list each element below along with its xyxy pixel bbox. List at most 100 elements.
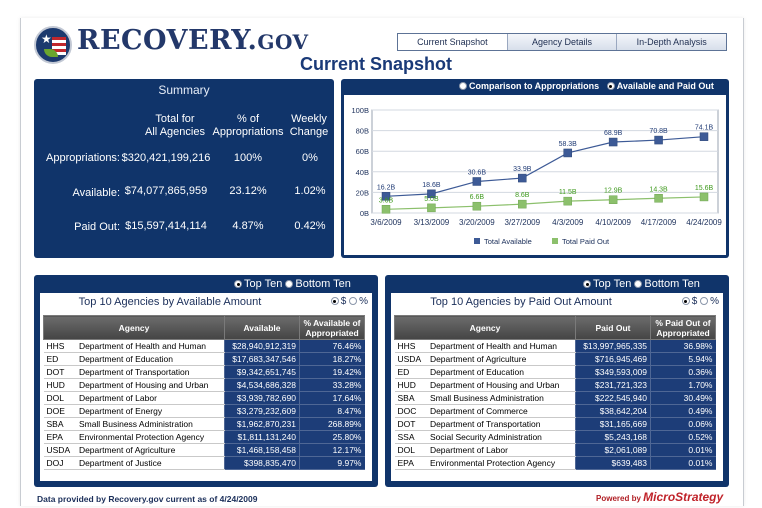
pct-cell: 17.64% [299,391,365,405]
table-row[interactable]: EPA Environmental Protection Agency $639,4… [394,456,716,470]
table-row[interactable]: ED Department of Education $17,683,347,546… [43,352,365,366]
option-available-paid-out[interactable]: Available and Paid Out [606,81,714,91]
tab-in-depth-analysis[interactable]: In-Depth Analysis [617,34,727,50]
tab-agency-details[interactable]: Agency Details [507,34,618,50]
table-row[interactable]: DOT Department of Transportation $31,165,6… [394,417,716,431]
table-row[interactable]: DOC Department of Commerce $38,642,204 0.49… [394,404,716,418]
table-row[interactable]: DOL Department of Labor $3,939,782,690 17.6… [43,391,365,405]
table-row[interactable]: ED Department of Education $349,593,009 0.3… [394,365,716,379]
summary-appropriations-pct: 100% [233,152,263,164]
table-row[interactable]: EPA Environmental Protection Agency $1,811… [43,430,365,444]
data-point [608,137,618,147]
table-row[interactable]: USDA Department of Agriculture $1,468,158,… [43,443,365,457]
agency-name: Department of Energy [75,404,225,418]
amount-cell: $639,483 [575,456,651,470]
paid-bottom-ten[interactable]: Bottom Ten [634,278,700,290]
agency-code: DOL [43,391,76,405]
summary-label-paid-out: Paid Out: [74,221,120,233]
table-row[interactable]: USDA Department of Agriculture $716,945,46… [394,352,716,366]
seal-icon: ★ [34,26,72,64]
paid-out-panel: Top Ten Bottom Ten Top 10 Agencies by Pa… [385,275,729,487]
agency-name: Department of Commerce [426,404,576,418]
paid-unit-dollar[interactable]: $ [681,296,697,307]
tab-current-snapshot[interactable]: Current Snapshot [398,34,508,50]
data-label: 14.3B [649,186,668,193]
paid-top-ten[interactable]: Top Ten [583,278,631,290]
available-panel: Top Ten Bottom Ten Top 10 Agencies by Av… [34,275,378,487]
table-row[interactable]: HUD Department of Housing and Urban $4,534… [43,378,365,392]
col-header-pct-paid-out[interactable]: % Paid Out of Appropriated [650,315,716,340]
radio-icon [285,280,294,288]
agency-name: Small Business Administration [426,391,576,405]
pct-cell: 30.49% [650,391,716,405]
paid-unit-pct[interactable]: % [700,296,719,307]
paid-out-table-title: Top 10 Agencies by Paid Out Amount [430,296,612,308]
agency-name: Department of Labor [426,443,576,457]
table-row[interactable]: DOE Department of Energy $3,279,232,609 8.4… [43,404,365,418]
available-unit-dollar[interactable]: $ [330,296,346,307]
summary-available-pct: 23.12% [229,185,267,197]
agency-name: Department of Justice [75,456,225,470]
data-label: 33.9B [513,166,532,173]
agency-name: Environmental Protection Agency [426,456,576,470]
summary-paid-out-pct: 4.87% [232,220,264,232]
available-bottom-ten[interactable]: Bottom Ten [285,278,351,290]
amount-cell: $2,061,089 [575,443,651,457]
pct-cell: 5.94% [650,352,716,366]
agency-name: Social Security Administration [426,430,576,444]
table-row[interactable]: DOJ Department of Justice $398,835,470 9.97… [43,456,365,470]
pct-cell: 0.36% [650,365,716,379]
data-label: 68.9B [604,130,623,137]
data-label: 30.6B [468,169,487,176]
col-header-agency[interactable]: Agency [394,315,576,340]
option-comparison[interactable]: Comparison to Appropriations [459,81,599,91]
col-header-available[interactable]: Available [224,315,300,340]
summary-col-weekly: Weekly Change [289,113,329,138]
agency-name: Department of Education [426,365,576,379]
available-top-ten[interactable]: Top Ten [234,278,282,290]
amount-cell: $349,593,009 [575,365,651,379]
agency-name: Department of Agriculture [426,352,576,366]
summary-paid-out-total: $15,597,414,114 [125,220,207,232]
pct-cell: 36.98% [650,339,716,353]
data-point [381,192,391,201]
microstrategy-logo: MicroStrategy [643,490,724,504]
data-point [518,173,527,183]
pct-cell: 0.49% [650,404,716,418]
table-row[interactable]: HHS Department of Health and Human $28,940… [43,339,365,353]
agency-name: Small Business Administration [75,417,225,431]
pct-cell: 12.17% [299,443,365,457]
y-tick-label: 80B [356,127,369,136]
amount-cell: $1,962,870,231 [224,417,300,431]
table-row[interactable]: DOL Department of Labor $2,061,089 0.01% [394,443,716,457]
x-tick-label: 4/24/2009 [686,218,722,227]
table-row[interactable]: HHS Department of Health and Human $13,997… [394,339,716,353]
legend-label: Total Available [484,237,532,246]
recovery-gov-logo[interactable]: ★ RECOVERY.GOV [34,23,308,67]
table-row[interactable]: DOT Department of Transportation $9,342,65… [43,365,365,379]
x-tick-label: 3/6/2009 [370,218,402,227]
col-header-agency[interactable]: Agency [43,315,225,340]
available-unit-pct[interactable]: % [349,296,368,307]
page-title: Current Snapshot [300,54,453,74]
agency-name: Department of Health and Human [75,339,225,353]
pct-cell: 76.46% [299,339,365,353]
table-row[interactable]: SBA Small Business Administration $1,962,8… [43,417,365,431]
trend-chart-panel: Comparison to Appropriations Available a… [341,79,729,258]
table-row[interactable]: HUD Department of Housing and Urban $231,7… [394,378,716,392]
table-row[interactable]: SSA Social Security Administration $5,243,… [394,430,716,444]
agency-code: DOL [394,443,427,457]
col-header-pct-available[interactable]: % Available of Appropriated [299,315,365,340]
paid-out-table: Agency Paid Out % Paid Out of Appropriat… [394,315,716,470]
col-header-paid-out[interactable]: Paid Out [575,315,651,340]
data-label: 8.6B [515,192,530,199]
agency-name: Department of Transportation [426,417,576,431]
amount-cell: $1,468,158,458 [224,443,300,457]
data-point [518,199,527,209]
amount-cell: $4,534,686,328 [224,378,300,392]
summary-title: Summary [158,83,210,97]
agency-code: DOT [43,365,76,379]
amount-cell: $231,721,323 [575,378,651,392]
table-row[interactable]: SBA Small Business Administration $222,545… [394,391,716,405]
agency-name: Department of Health and Human [426,339,576,353]
